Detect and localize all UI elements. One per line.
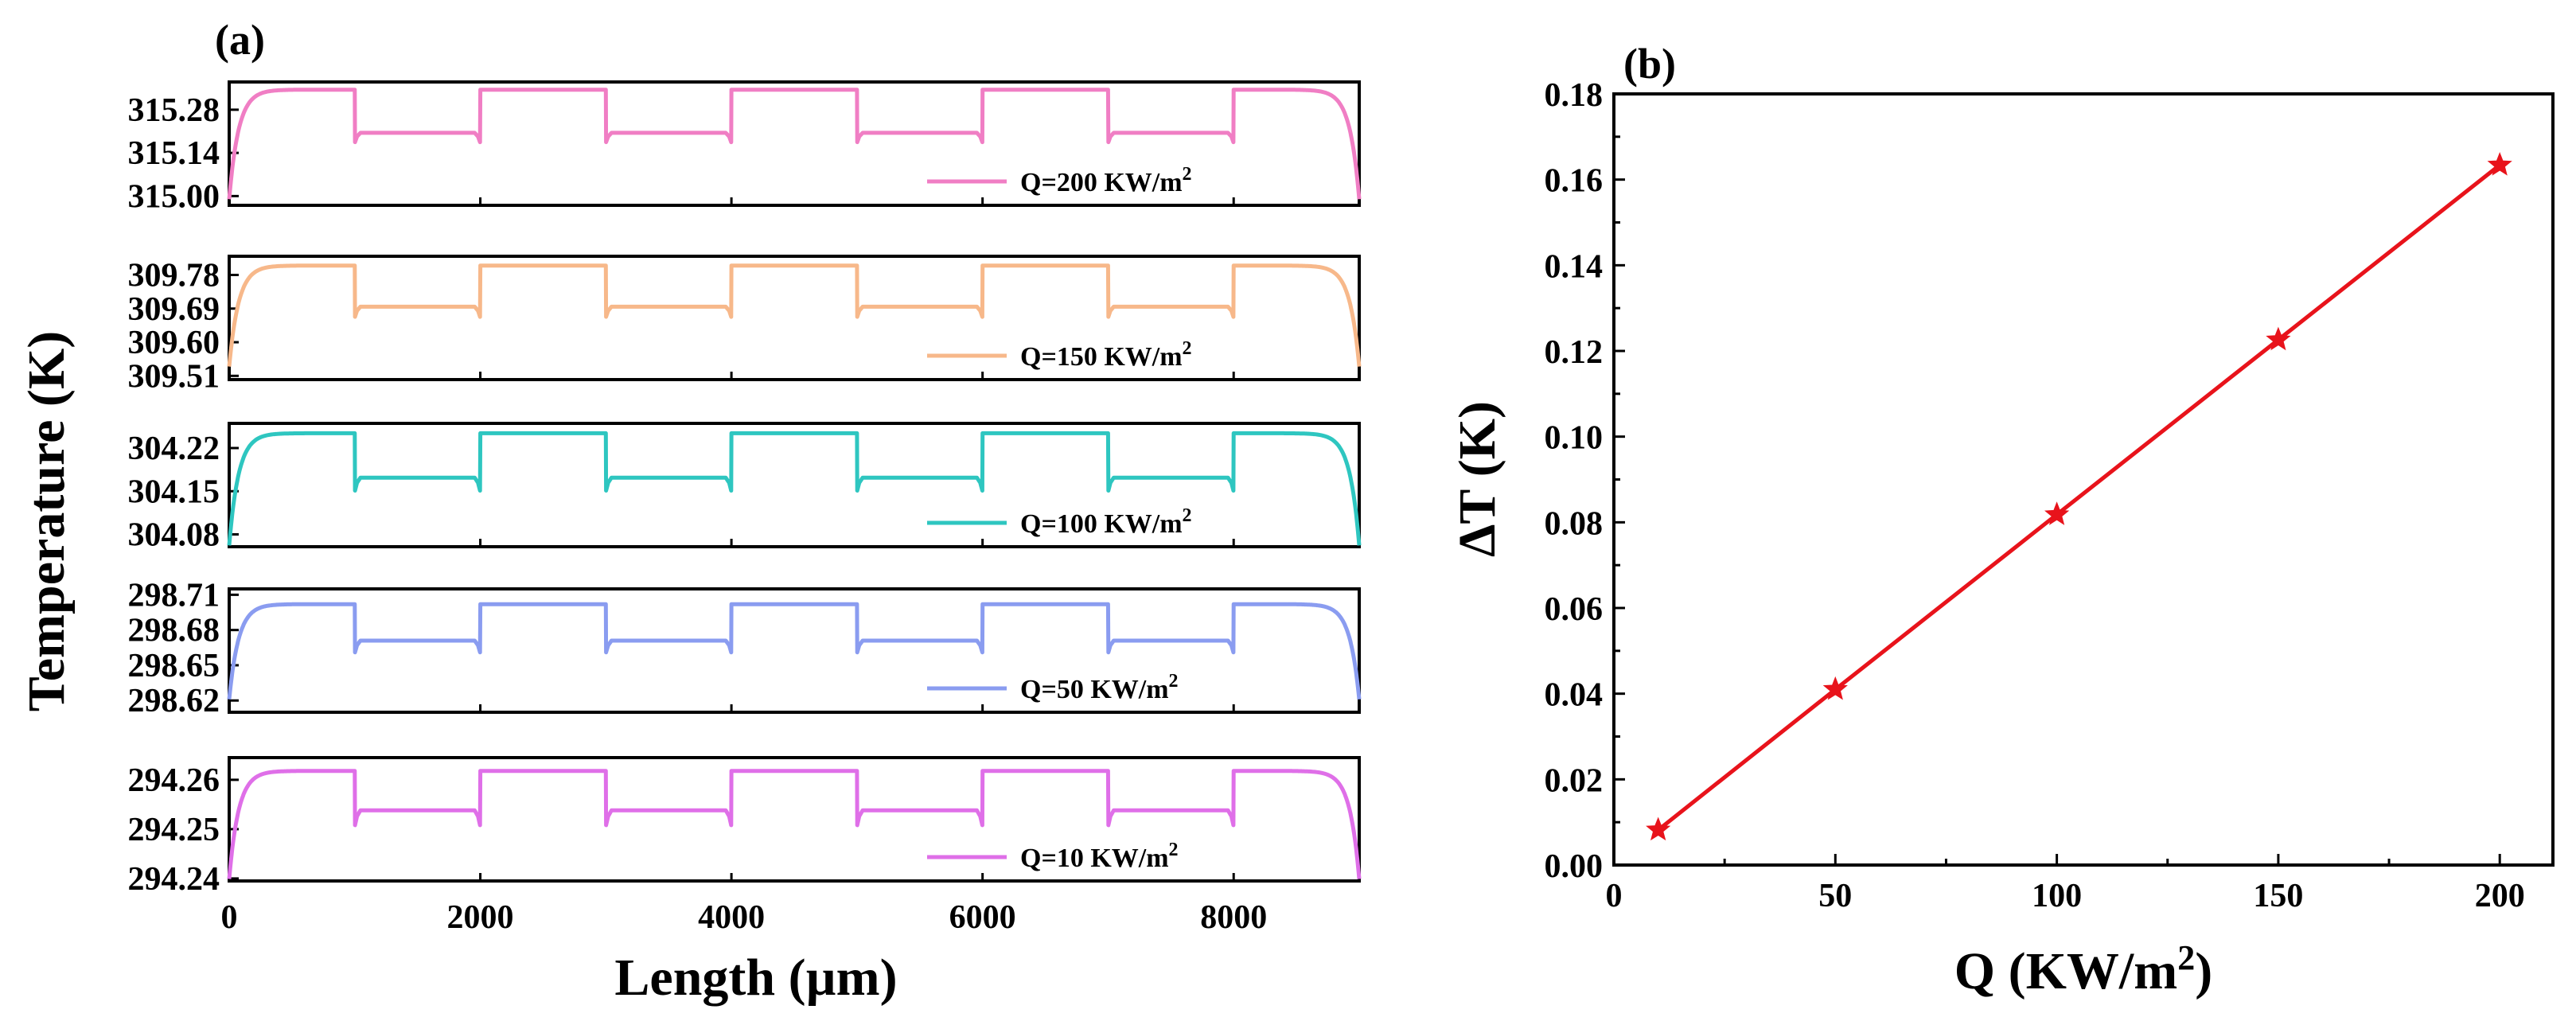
y-tick-label: 0.12 bbox=[1545, 334, 1604, 371]
legend-label: Q=100 KW/m2 bbox=[1020, 505, 1192, 539]
legend-label: Q=150 KW/m2 bbox=[1020, 338, 1192, 372]
temperature-curve bbox=[227, 769, 1362, 879]
y-tick-label: 309.60 bbox=[128, 325, 220, 361]
y-tick-label: 315.00 bbox=[128, 178, 220, 215]
delta-t-line bbox=[1657, 163, 2501, 832]
subplot-5: 294.24 294.25 294.26 Q=10 KW/m2 bbox=[128, 756, 1362, 898]
legend-label-main: Q=100 KW/m bbox=[1020, 509, 1183, 539]
panel-b-label: (b) bbox=[1623, 40, 1676, 88]
panel-b-y-ticks: 0.00 0.02 0.04 0.06 0.08 0.10 0.12 0.14 0.16 0.18 bbox=[1545, 77, 1625, 885]
legend-label-main: Q=10 KW/m bbox=[1020, 844, 1169, 873]
y-tick-label: 0.10 bbox=[1545, 420, 1604, 457]
panel-b-x-axis-title: Q (KW/m2) bbox=[1954, 938, 2212, 1000]
legend-label-sup: 2 bbox=[1183, 164, 1192, 185]
legend-label: Q=50 KW/m2 bbox=[1020, 671, 1179, 704]
y-tick-label: 0.18 bbox=[1545, 77, 1604, 114]
x-tick-label: 200 bbox=[2475, 878, 2525, 914]
legend-label-sup: 2 bbox=[1183, 338, 1192, 359]
panel-a-x-axis-title: Length (µm) bbox=[614, 949, 897, 1007]
y-tick-label: 294.26 bbox=[128, 762, 220, 799]
temperature-curve bbox=[227, 263, 1362, 367]
subplot-frame bbox=[228, 422, 1361, 548]
temperature-curve bbox=[227, 88, 1362, 200]
temperature-curve bbox=[227, 431, 1362, 546]
y-tick-label: 315.14 bbox=[128, 135, 220, 172]
x-tick-label: 0 bbox=[1606, 878, 1623, 914]
x-tick-label: 150 bbox=[2253, 878, 2303, 914]
panel-b-y-axis-title: ΔT (K) bbox=[1448, 401, 1506, 557]
x-tick-label: 2000 bbox=[447, 899, 514, 936]
panel-b-x-axis-title-sup: 2 bbox=[2177, 938, 2195, 977]
y-tick-label: 294.24 bbox=[128, 861, 220, 898]
x-tick-label: 6000 bbox=[949, 899, 1016, 936]
y-tick-label: 309.69 bbox=[128, 291, 220, 328]
y-tick-label: 0.16 bbox=[1545, 163, 1604, 200]
y-tick-label: 298.68 bbox=[128, 613, 220, 649]
x-tick-label: 4000 bbox=[698, 899, 765, 936]
y-tick-label: 309.51 bbox=[128, 358, 220, 395]
panel-b-plot-frame bbox=[1612, 92, 2555, 867]
star-marker bbox=[1822, 676, 1848, 700]
star-marker bbox=[1646, 816, 1671, 841]
subplot-frame bbox=[228, 756, 1361, 883]
panel-b-x-axis-title-close: ) bbox=[2195, 942, 2212, 1000]
legend-label: Q=10 KW/m2 bbox=[1020, 840, 1179, 873]
y-tick-label: 294.25 bbox=[128, 812, 220, 848]
panel-a-y-axis-title: Temperature (K) bbox=[18, 331, 76, 711]
y-tick-label: 0.08 bbox=[1545, 505, 1604, 542]
y-tick-label: 298.62 bbox=[128, 683, 220, 719]
y-tick-label: 304.22 bbox=[128, 431, 220, 467]
y-tick-label: 0.06 bbox=[1545, 591, 1604, 628]
y-tick-label: 304.15 bbox=[128, 474, 220, 510]
panel-a-x-ticks: 0 2000 4000 6000 8000 bbox=[221, 899, 1268, 936]
x-tick-label: 50 bbox=[1818, 878, 1852, 914]
legend-label: Q=200 KW/m2 bbox=[1020, 164, 1192, 197]
legend-label-sup: 2 bbox=[1169, 840, 1179, 860]
x-tick-label: 0 bbox=[221, 899, 238, 936]
panel-b-x-axis-title-main: Q (KW/m bbox=[1954, 942, 2177, 1000]
subplot-3: 304.08 304.15 304.22 Q=100 KW/m2 bbox=[128, 422, 1362, 554]
x-tick-label: 100 bbox=[2032, 878, 2082, 914]
y-tick-label: 304.08 bbox=[128, 517, 220, 554]
legend-label-main: Q=150 KW/m bbox=[1020, 342, 1183, 372]
subplot-1: 315.00 315.14 315.28 Q=200 KW/m2 bbox=[128, 80, 1362, 215]
y-tick-label: 0.14 bbox=[1545, 248, 1604, 285]
y-tick-label: 0.04 bbox=[1545, 677, 1604, 714]
legend-label-sup: 2 bbox=[1183, 505, 1192, 526]
subplot-frame bbox=[228, 255, 1361, 381]
y-tick-label: 0.00 bbox=[1545, 848, 1604, 885]
y-tick-label: 0.02 bbox=[1545, 762, 1604, 799]
x-tick-label: 8000 bbox=[1200, 899, 1267, 936]
legend-label-main: Q=200 KW/m bbox=[1020, 168, 1183, 197]
star-marker bbox=[2044, 501, 2070, 525]
panel-a-label: (a) bbox=[215, 16, 265, 64]
subplot-frame bbox=[228, 587, 1361, 714]
panel-b-x-ticks: 0 50 100 150 200 bbox=[1606, 854, 2525, 914]
legend-label-sup: 2 bbox=[1169, 671, 1179, 692]
subplot-frame bbox=[228, 80, 1361, 207]
y-tick-label: 315.28 bbox=[128, 92, 220, 129]
y-tick-label: 309.78 bbox=[128, 257, 220, 294]
temperature-curve bbox=[227, 602, 1362, 700]
legend-label-main: Q=50 KW/m bbox=[1020, 675, 1169, 704]
panel-b-series bbox=[1646, 152, 2512, 841]
panel-b-chart: (b) 0.00 0.02 0.04 0.06 0.08 0.10 0.12 0.14 0.16… bbox=[1448, 40, 2555, 1000]
star-marker bbox=[2487, 152, 2512, 176]
star-marker bbox=[2266, 326, 2291, 351]
y-tick-label: 298.65 bbox=[128, 648, 220, 684]
y-tick-label: 298.71 bbox=[128, 577, 220, 614]
